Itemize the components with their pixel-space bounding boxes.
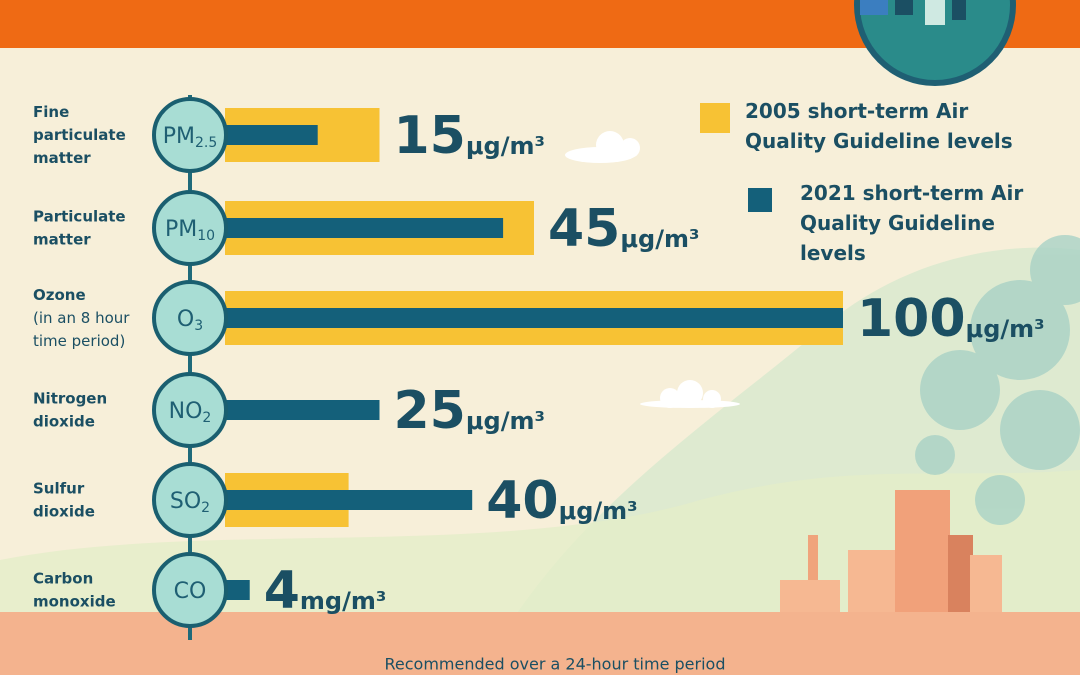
cloud (565, 131, 640, 163)
pollutant-badge (152, 462, 228, 538)
pollutant-badge (152, 190, 228, 266)
symbol-base: SO (170, 489, 201, 514)
symbol-base: NO (169, 399, 203, 424)
legend-swatch (748, 188, 772, 212)
pollutant-badge (152, 97, 228, 173)
value-number: 40 (486, 471, 558, 531)
bar (225, 580, 250, 600)
bar (225, 125, 318, 145)
value-label: 45μg/m³ (548, 199, 700, 259)
value-number: 45 (548, 199, 620, 259)
category-label: Carbon monoxide (33, 569, 116, 610)
cloud (640, 380, 740, 408)
bar (225, 400, 380, 420)
symbol-sub: 2 (202, 410, 211, 426)
category-label: Particulate matter (33, 207, 126, 248)
value-number: 4 (264, 561, 300, 621)
legend-label: 2005 short-term Air Quality Guideline lev… (745, 99, 1013, 153)
value-unit: μg/m³ (559, 497, 638, 525)
pollutant-badge (152, 552, 228, 628)
pollutant-symbol: NO2 (169, 399, 212, 426)
symbol-sub: 3 (194, 318, 203, 334)
symbol-sub: 2.5 (195, 135, 217, 151)
pollutant-symbol: PM10 (165, 217, 215, 244)
pollutant-badge (152, 372, 228, 448)
value-label: 15μg/m³ (394, 106, 546, 166)
legend-swatch (700, 103, 730, 133)
value-unit: μg/m³ (966, 315, 1045, 343)
pollutant-badge (152, 280, 228, 356)
symbol-sub: 2 (201, 500, 210, 516)
value-label: 25μg/m³ (394, 381, 546, 441)
value-label: 40μg/m³ (486, 471, 638, 531)
symbol-base: PM (165, 217, 197, 242)
value-unit: mg/m³ (300, 587, 386, 615)
value-label: 100μg/m³ (857, 289, 1045, 349)
category-label: Nitrogen dioxide (33, 389, 107, 430)
symbol-base: O (177, 307, 194, 332)
bar (225, 308, 843, 328)
bar (225, 218, 504, 238)
symbol-base: PM (163, 124, 195, 149)
category-note: (in an 8 hour time period) (33, 309, 130, 350)
category-label: Sulfur dioxide (33, 479, 95, 520)
footnote: Recommended over a 24-hour time period (385, 655, 726, 674)
pollutant-symbol: CO (174, 579, 207, 604)
pollutant-symbol: O3 (177, 307, 203, 334)
value-number: 100 (857, 289, 966, 349)
city-badge (854, 0, 1016, 86)
bar (225, 490, 473, 510)
category-label: Fine particulate matter (33, 103, 126, 167)
category-label: Ozone (33, 286, 86, 304)
smoke (915, 235, 1080, 525)
value-unit: μg/m³ (466, 132, 545, 160)
pollutant-symbol: SO2 (170, 489, 210, 516)
value-label: 4mg/m³ (264, 561, 387, 621)
symbol-base: CO (174, 579, 207, 604)
symbol-sub: 10 (197, 228, 215, 244)
pollutant-symbol: PM2.5 (163, 124, 218, 151)
value-number: 15 (394, 106, 466, 166)
value-unit: μg/m³ (620, 225, 699, 253)
value-unit: μg/m³ (466, 407, 545, 435)
value-number: 25 (394, 381, 466, 441)
legend-label: 2021 short-term Air Quality Guideline leve… (800, 181, 1023, 265)
